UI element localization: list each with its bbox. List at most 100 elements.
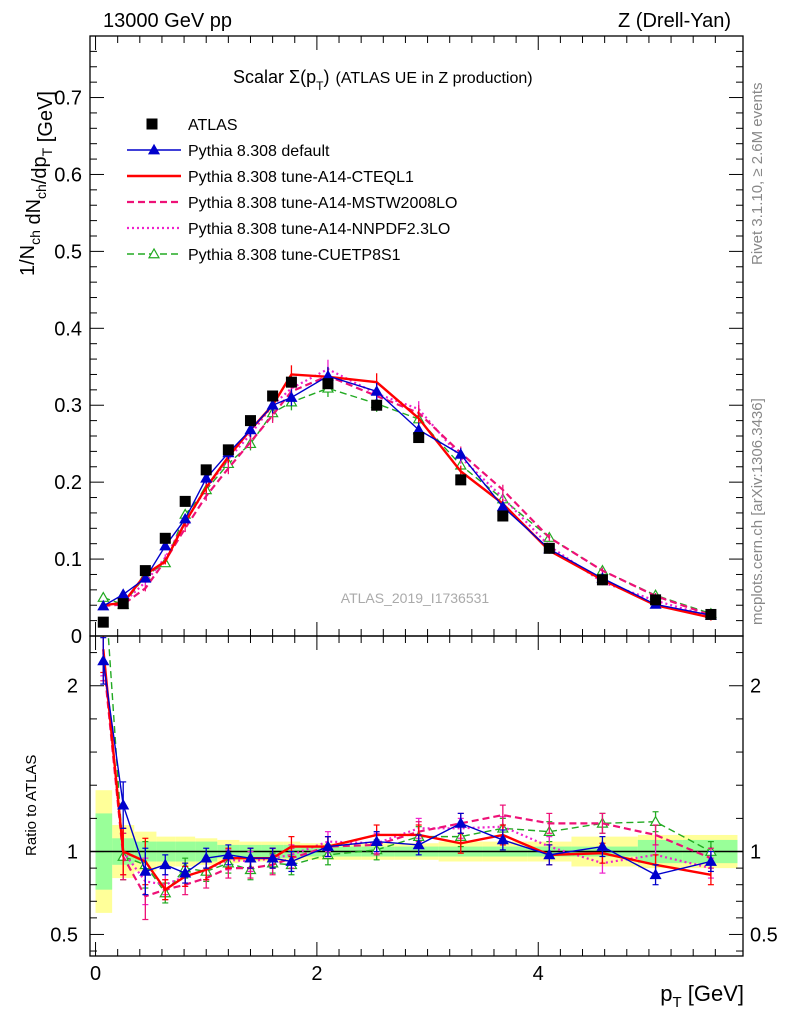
series-line-cteql1 bbox=[103, 373, 712, 619]
ratio-marker-default bbox=[454, 817, 467, 828]
legend-label-default: Pythia 8.308 default bbox=[188, 143, 330, 160]
main-panel: 0 0.1 0.2 0.3 0.4 0.5 0.6 0.7 bbox=[54, 35, 744, 956]
marker-default bbox=[200, 472, 213, 483]
marker-default bbox=[159, 539, 172, 551]
data-point-atlas bbox=[705, 608, 717, 620]
data-point-atlas bbox=[413, 432, 425, 444]
y-tick-label: 0.6 bbox=[54, 164, 82, 186]
ratio-marker-default bbox=[649, 868, 662, 880]
ratio-y-tick-label: 2 bbox=[67, 676, 78, 698]
marker-default bbox=[117, 588, 130, 599]
legend-label-nnpdf: Pythia 8.308 tune-A14-NNPDF2.3LO bbox=[188, 221, 450, 238]
ratio-y-tick-label-right: 1 bbox=[750, 842, 761, 864]
ratio-marker-default bbox=[370, 835, 383, 846]
ratio-marker-cuetp bbox=[98, 556, 108, 565]
x-axis-label: pT [GeV] bbox=[660, 981, 744, 1011]
y-tick-label: 0.1 bbox=[54, 549, 82, 571]
y-axis-label-sub: T bbox=[39, 147, 55, 156]
plot-title-close: ) bbox=[324, 67, 330, 87]
ratio-marker-default bbox=[159, 858, 172, 870]
legend: ATLAS Pythia 8.308 default Pythia 8.308 tu… bbox=[127, 117, 457, 264]
data-point-atlas bbox=[267, 390, 279, 402]
legend-marker-atlas bbox=[146, 118, 158, 130]
marker-default bbox=[266, 399, 279, 410]
legend-label-cuetp: Pythia 8.308 tune-CUETP8S1 bbox=[188, 247, 401, 264]
ratio-y-tick-label: 1 bbox=[67, 842, 78, 864]
x-axis-label-part: p bbox=[660, 981, 672, 1006]
plot-title: Scalar Σ(pT) (ATLAS UE in Z production) bbox=[233, 67, 533, 93]
ratio-marker-cuetp bbox=[649, 815, 662, 827]
y-tick-label: 0.7 bbox=[54, 88, 82, 110]
header-left: 13000 GeV pp bbox=[103, 10, 232, 32]
ratio-panel: 0 2 4 0.5 0.5 1 1 2 2 bbox=[50, 556, 778, 985]
ratio-marker-default bbox=[266, 851, 279, 863]
legend-label-mstw: Pythia 8.308 tune-A14-MSTW2008LO bbox=[188, 195, 457, 212]
ratio-marker-default bbox=[704, 855, 717, 866]
data-point-atlas bbox=[200, 464, 212, 476]
y-axis-label-sub: ch bbox=[27, 230, 43, 245]
y-axis-label-part: dN bbox=[23, 199, 45, 230]
plot-title-sub: T bbox=[316, 79, 324, 93]
marker-default bbox=[370, 385, 383, 396]
legend-label-cteql1: Pythia 8.308 tune-A14-CTEQL1 bbox=[188, 169, 414, 186]
plot-title-main: Scalar Σ(p bbox=[233, 67, 316, 87]
y-tick-label: 0 bbox=[71, 626, 82, 648]
ratio-marker-default bbox=[543, 848, 556, 860]
data-point-atlas bbox=[497, 510, 509, 522]
ratio-marker-default bbox=[117, 798, 130, 810]
ratio-marker-default bbox=[285, 855, 298, 866]
x-axis-label-sub: T bbox=[672, 994, 681, 1011]
ratio-y-tick-label-right: 0.5 bbox=[750, 924, 778, 946]
ratio-series-group bbox=[97, 556, 717, 921]
y-axis-label-main: 1/Nch dNch/dpT [GeV] bbox=[17, 91, 57, 276]
x-tick-label: 2 bbox=[311, 963, 322, 985]
y-tick-label: 0.4 bbox=[54, 318, 82, 340]
y-tick-label: 0.2 bbox=[54, 472, 82, 494]
y-axis-label-part: /dp bbox=[29, 156, 51, 184]
ratio-marker-default bbox=[179, 866, 192, 878]
ratio-marker-default bbox=[412, 838, 425, 850]
data-point-atlas bbox=[179, 495, 191, 507]
y-axis-label-ratio: Ratio to ATLAS bbox=[23, 755, 40, 856]
ratio-marker-default bbox=[496, 833, 509, 845]
mcplots-label: mcplots.cern.ch [arXiv:1306.3436] bbox=[749, 398, 766, 625]
ratio-y-tick-label: 0.5 bbox=[50, 924, 78, 946]
data-point-atlas bbox=[117, 598, 129, 610]
ratio-marker-default bbox=[596, 840, 609, 851]
marker-default bbox=[139, 572, 152, 583]
rivet-label: Rivet 3.1.10, ≥ 2.6M events bbox=[749, 83, 766, 266]
data-point-atlas bbox=[322, 378, 334, 390]
data-point-atlas bbox=[455, 474, 467, 486]
header-right: Z (Drell-Yan) bbox=[618, 10, 731, 32]
analysis-watermark: ATLAS_2019_I1736531 bbox=[341, 590, 490, 606]
x-axis-label-part: [GeV] bbox=[682, 981, 744, 1006]
y-axis-label-part: 1/N bbox=[17, 245, 39, 276]
marker-default bbox=[244, 423, 257, 435]
data-point-atlas bbox=[371, 399, 383, 411]
x-tick-label: 0 bbox=[90, 963, 101, 985]
marker-default bbox=[454, 448, 467, 459]
data-point-atlas bbox=[97, 616, 109, 628]
data-point-atlas bbox=[285, 376, 297, 388]
y-axis-label-part: [GeV] bbox=[35, 91, 57, 148]
legend-marker-default bbox=[147, 143, 161, 155]
y-axis-label-sub: ch bbox=[33, 184, 49, 199]
ratio-marker-default bbox=[200, 851, 213, 863]
data-point-atlas bbox=[159, 532, 171, 544]
ratio-frame bbox=[89, 635, 744, 957]
legend-marker-cuetp bbox=[147, 247, 161, 259]
data-point-atlas bbox=[244, 415, 256, 427]
marker-default bbox=[285, 391, 298, 402]
marker-default bbox=[179, 512, 192, 524]
x-tick-label: 4 bbox=[533, 963, 544, 985]
ratio-marker-default bbox=[139, 865, 152, 876]
y-tick-label: 0.3 bbox=[54, 395, 82, 417]
ratio-y-tick-label-right: 2 bbox=[750, 676, 761, 698]
data-point-atlas bbox=[596, 574, 608, 586]
plot-title-rest: (ATLAS UE in Z production) bbox=[336, 70, 533, 87]
main-series-group bbox=[97, 359, 717, 628]
legend-label-atlas: ATLAS bbox=[188, 117, 238, 134]
y-tick-label: 0.5 bbox=[54, 241, 82, 263]
data-point-atlas bbox=[543, 542, 555, 554]
